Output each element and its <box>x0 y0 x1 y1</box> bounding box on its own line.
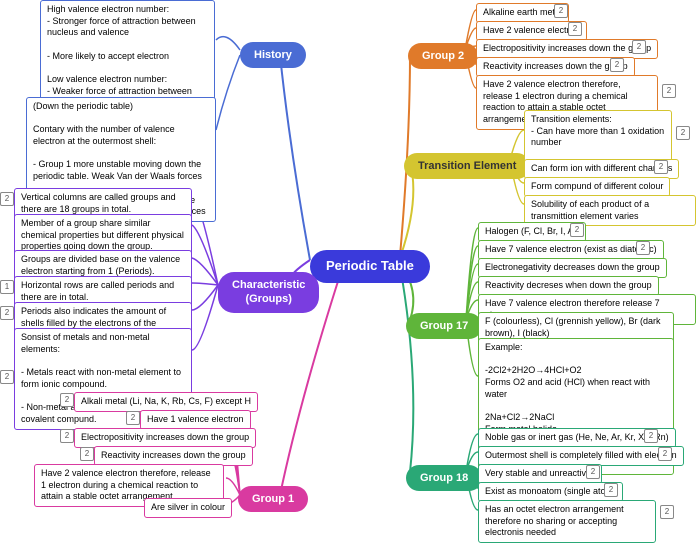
g22: Electropositivity increases down the gro… <box>483 43 651 53</box>
char-badge-3: 1 <box>0 280 14 294</box>
g17-leaf-2: Electronegativity decreases down the gro… <box>478 258 667 278</box>
g18-badge-0: 2 <box>644 429 658 443</box>
center-node: Periodic Table <box>310 250 430 283</box>
tr-badge-1: 2 <box>654 160 668 174</box>
g1-badge-0: 2 <box>60 393 74 407</box>
g2-badge-0: 2 <box>554 4 568 18</box>
c3: Horizontal rows are called periods and t… <box>21 280 174 302</box>
g181: Outermost shell is completely filled wit… <box>485 450 677 460</box>
transition-branch: Transition Element <box>404 153 530 179</box>
g171: Have 7 valence electron (exist as diatom… <box>485 244 657 254</box>
t2: Form compund of different colour <box>531 181 663 191</box>
g182: Very stable and unreactivity <box>485 468 595 478</box>
characteristic-branch: Characteristic (Groups) <box>218 272 319 313</box>
g2-leaf-2: Electropositivity increases down the gro… <box>476 39 658 59</box>
g1-leaf-2: Electropositivity increases down the gro… <box>74 428 256 448</box>
history-branch: History <box>240 42 306 68</box>
c2: Groups are divided base on the valence e… <box>21 254 180 276</box>
g21: Have 2 valence electron <box>483 25 580 35</box>
g2-badge-1: 2 <box>568 22 582 36</box>
g175: F (colourless), Cl (grennish yellow), Br… <box>485 316 661 338</box>
g183: Exist as monoatom (single atom) <box>485 486 616 496</box>
g1-badge-1: 2 <box>126 411 140 425</box>
g10: Alkali metal (Li, Na, K, Rb, Cs, F) exce… <box>81 396 251 406</box>
c1: Member of a group share similar chemical… <box>21 218 184 251</box>
group1-branch: Group 1 <box>238 486 308 512</box>
g18-leaf-2: Very stable and unreactivity <box>478 464 602 484</box>
g14: Have 2 valence electron therefore, relea… <box>41 468 211 501</box>
g170: Halogen (F, Cl, Br, I, Al) <box>485 226 579 236</box>
group2-branch: Group 2 <box>408 43 478 69</box>
c0: Vertical columns are called groups and t… <box>21 192 176 214</box>
g173: Reactivity decreses when down the group <box>485 280 652 290</box>
tr-leaf-2: Form compund of different colour <box>524 177 670 197</box>
g1-badge-2: 2 <box>60 429 74 443</box>
char-badge-5: 2 <box>0 370 14 384</box>
g180: Noble gas or inert gas (He, Ne, Ar, Kr, … <box>485 432 669 442</box>
g1-leaf-0: Alkali metal (Li, Na, K, Rb, Cs, F) exce… <box>74 392 258 412</box>
g1-leaf-3: Reactivity increases down the group <box>94 446 253 466</box>
char-badge-4: 2 <box>0 306 14 320</box>
g1-leaf-1: Have 1 valence electron <box>140 410 251 430</box>
g2-badge-3: 2 <box>610 58 624 72</box>
g1-leaf-5: Are silver in colour <box>144 498 232 518</box>
g18-leaf-3: Exist as monoatom (single atom) <box>478 482 623 502</box>
g18-badge-1: 2 <box>658 447 672 461</box>
g20: Alkaline earth metal <box>483 7 562 17</box>
g23: Reactivity increases down the group <box>483 61 628 71</box>
g18-leaf-4: Has an octet electron arrangement theref… <box>478 500 656 543</box>
char-label: Characteristic (Groups) <box>232 279 305 305</box>
g172: Electronegativity decreases down the gro… <box>485 262 660 272</box>
char-badge-0: 2 <box>0 192 14 206</box>
g13: Reactivity increases down the group <box>101 450 246 460</box>
g15: Are silver in colour <box>151 502 225 512</box>
g17-badge-0: 2 <box>570 223 584 237</box>
g1-badge-3: 2 <box>80 447 94 461</box>
g18-badge-2: 2 <box>586 465 600 479</box>
g184: Has an octet electron arrangement theref… <box>485 504 624 537</box>
g18-leaf-1: Outermost shell is completely filled wit… <box>478 446 684 466</box>
g18-badge-3: 2 <box>604 483 618 497</box>
g12: Electropositivity increases down the gro… <box>81 432 249 442</box>
g2-badge-4: 2 <box>662 84 676 98</box>
group18-branch: Group 18 <box>406 465 482 491</box>
t3: Solubility of each product of a transmit… <box>531 199 649 221</box>
g17-leaf-3: Reactivity decreses when down the group <box>478 276 659 296</box>
g11: Have 1 valence electron <box>147 414 244 424</box>
tr-badge-0: 2 <box>676 126 690 140</box>
t1: Can form ion with different changes <box>531 163 672 173</box>
group17-branch: Group 17 <box>406 313 482 339</box>
g2-badge-2: 2 <box>632 40 646 54</box>
g18-badge-4: 2 <box>660 505 674 519</box>
g17-badge-1: 2 <box>636 241 650 255</box>
